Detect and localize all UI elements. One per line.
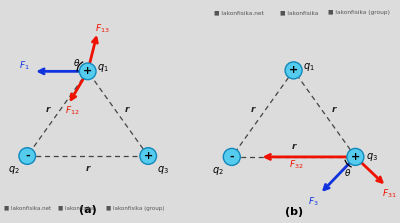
Text: -: - bbox=[25, 151, 30, 161]
Text: +: + bbox=[289, 65, 298, 75]
Text: $\theta$: $\theta$ bbox=[344, 167, 351, 178]
Circle shape bbox=[79, 63, 96, 80]
Text: (b): (b) bbox=[284, 207, 303, 217]
Text: r: r bbox=[46, 105, 51, 114]
Text: r: r bbox=[251, 105, 256, 114]
Text: $q_1$: $q_1$ bbox=[303, 61, 315, 73]
Text: $\theta$: $\theta$ bbox=[74, 57, 81, 68]
Text: r: r bbox=[86, 164, 90, 173]
Text: ■ lakonfisika.net: ■ lakonfisika.net bbox=[4, 206, 51, 211]
Text: $q_1$: $q_1$ bbox=[97, 62, 109, 74]
Circle shape bbox=[223, 149, 240, 165]
Circle shape bbox=[140, 148, 156, 164]
Text: $F_1$: $F_1$ bbox=[19, 59, 30, 72]
Text: ■ lakonfisika (group): ■ lakonfisika (group) bbox=[328, 10, 390, 15]
Text: r: r bbox=[125, 105, 129, 114]
Text: $q_2$: $q_2$ bbox=[8, 164, 20, 176]
Text: $F_{31}$: $F_{31}$ bbox=[382, 188, 397, 200]
Text: r: r bbox=[291, 142, 296, 151]
Text: $F_{32}$: $F_{32}$ bbox=[289, 158, 304, 171]
Text: +: + bbox=[351, 152, 360, 162]
Circle shape bbox=[285, 62, 302, 79]
Text: $F_{13}$: $F_{13}$ bbox=[96, 23, 110, 35]
Text: ■ lakonfisika: ■ lakonfisika bbox=[280, 10, 318, 15]
Text: ■ lakonfisika (group): ■ lakonfisika (group) bbox=[106, 206, 164, 211]
Text: +: + bbox=[144, 151, 153, 161]
Text: +: + bbox=[83, 66, 92, 76]
Circle shape bbox=[347, 149, 364, 165]
Text: ■ lakonfisika.net: ■ lakonfisika.net bbox=[214, 10, 264, 15]
Text: (a): (a) bbox=[79, 205, 96, 215]
Circle shape bbox=[19, 148, 36, 164]
Text: r: r bbox=[332, 105, 336, 114]
Text: $q_2$: $q_2$ bbox=[212, 165, 224, 177]
Text: ■ lakonfisika: ■ lakonfisika bbox=[58, 206, 94, 211]
Text: $F_{12}$: $F_{12}$ bbox=[64, 104, 79, 117]
Text: $q_3$: $q_3$ bbox=[157, 164, 169, 176]
Text: $q_3$: $q_3$ bbox=[366, 151, 378, 163]
Text: -: - bbox=[230, 152, 234, 162]
Text: $F_3$: $F_3$ bbox=[308, 196, 319, 208]
